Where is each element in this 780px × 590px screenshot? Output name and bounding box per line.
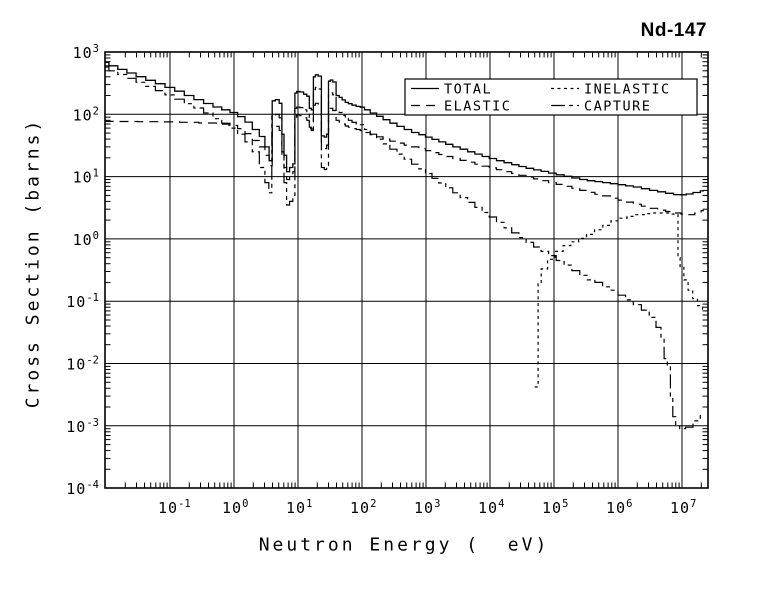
- x-axis-title: Neutron Energy ( eV): [258, 534, 550, 556]
- grid-lines: [105, 52, 708, 488]
- legend-entry-elastic: ELASTIC: [411, 99, 511, 115]
- series-inelastic-line: [534, 212, 706, 388]
- y-tick-label: 10-2: [66, 355, 99, 374]
- legend-entry-inelastic: INELASTIC: [551, 82, 671, 98]
- legend-entry-capture: CAPTURE: [551, 99, 651, 115]
- x-tick-label: 104: [478, 498, 504, 517]
- y-tick-label: 10-4: [66, 479, 99, 498]
- legend-box: [404, 78, 698, 116]
- y-tick-label: 103: [73, 43, 99, 62]
- x-tick-labels: 10-1 100 101 102 103 104 105 106 107: [158, 498, 696, 517]
- x-tick-label: 105: [542, 498, 568, 517]
- plot-frame: [104, 51, 709, 489]
- y-tick-label: 102: [73, 105, 99, 124]
- x-tick-label: 103: [414, 498, 440, 517]
- series-capture-line: [105, 66, 704, 430]
- y-tick-label: 10-3: [66, 417, 99, 436]
- legend-label-inelastic: INELASTIC: [584, 82, 671, 98]
- x-tick-label: 101: [286, 498, 312, 517]
- x-tick-label: 102: [350, 498, 376, 517]
- y-tick-label: 100: [73, 230, 99, 249]
- y-tick-label: 10-1: [66, 292, 99, 311]
- series-curves: [105, 61, 706, 430]
- legend-entry-total: TOTAL: [411, 82, 492, 98]
- minor-ticks: [105, 52, 708, 488]
- y-tick-labels: 103 102 101 100 10-1 10-2 10-3 10-4: [66, 43, 99, 498]
- legend-label-capture: CAPTURE: [584, 99, 651, 115]
- y-tick-label: 101: [73, 168, 99, 187]
- legend-label-total: TOTAL: [444, 82, 492, 98]
- series-elastic-line: [105, 102, 704, 216]
- x-tick-label: 100: [222, 498, 248, 517]
- x-tick-label: 106: [606, 498, 632, 517]
- legend-label-elastic: ELASTIC: [444, 99, 511, 115]
- x-tick-label: 10-1: [158, 498, 191, 517]
- x-tick-label: 107: [670, 498, 696, 517]
- series-total-line: [105, 61, 704, 196]
- page-title: Nd-147: [640, 20, 707, 41]
